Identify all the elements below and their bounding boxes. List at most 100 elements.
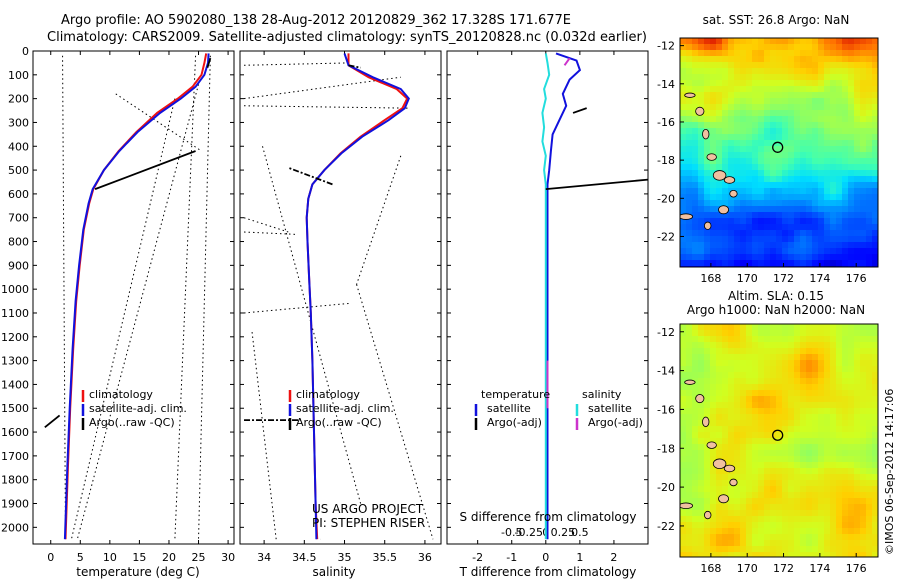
map-cell xyxy=(794,98,801,105)
map-cell xyxy=(746,384,753,391)
map-cell xyxy=(728,44,735,51)
map-cell xyxy=(818,104,825,111)
map-cell xyxy=(764,128,771,135)
map-cell xyxy=(716,552,723,557)
plot-frame xyxy=(446,50,649,545)
map-cell xyxy=(842,504,849,511)
map-cell xyxy=(776,504,783,511)
depth-tick-label: 0 xyxy=(22,45,29,58)
map-cell xyxy=(692,384,699,391)
map-cell xyxy=(764,414,771,421)
map-cell xyxy=(716,354,723,361)
map-cell xyxy=(848,74,855,81)
legend-label: Argo(-adj) xyxy=(588,416,643,429)
map-cell xyxy=(686,462,693,469)
map-cell xyxy=(848,56,855,63)
map-cell xyxy=(860,402,867,409)
map-cell xyxy=(758,546,765,553)
map-cell xyxy=(722,260,729,267)
map-cell xyxy=(728,432,735,439)
map-cell xyxy=(860,444,867,451)
map-cell xyxy=(782,366,789,373)
map-cell xyxy=(836,176,843,183)
map-cell xyxy=(758,104,765,111)
map-cell xyxy=(698,456,705,463)
map-cell xyxy=(692,254,699,261)
map-cell xyxy=(770,152,777,159)
map-cell xyxy=(818,260,825,267)
map-cell xyxy=(872,552,878,557)
map-cell xyxy=(716,438,723,445)
map-cell xyxy=(872,158,878,165)
map-cell xyxy=(686,498,693,505)
map-cell xyxy=(836,408,843,415)
map-cell xyxy=(800,510,807,517)
map-cell xyxy=(722,50,729,57)
map-cell xyxy=(872,402,878,409)
map-cell xyxy=(854,396,861,403)
map-cell xyxy=(854,212,861,219)
map-cell xyxy=(806,336,813,343)
map-cell xyxy=(848,140,855,147)
map-cell xyxy=(716,224,723,231)
map-cell xyxy=(686,390,693,397)
map-cell xyxy=(872,396,878,403)
map-cell xyxy=(872,50,878,57)
map-cell xyxy=(836,414,843,421)
map-cell xyxy=(710,134,717,141)
map-cell xyxy=(728,408,735,415)
map-cell xyxy=(872,236,878,243)
map-cell xyxy=(812,360,819,367)
map-cell xyxy=(818,92,825,99)
map-cell xyxy=(848,104,855,111)
map-cell xyxy=(764,516,771,523)
map-cell xyxy=(836,110,843,117)
map-cell xyxy=(782,360,789,367)
map-cell xyxy=(758,254,765,261)
map-cell xyxy=(698,218,705,225)
map-cell xyxy=(776,260,783,267)
map-cell xyxy=(758,176,765,183)
map-cell xyxy=(770,206,777,213)
map-cell xyxy=(812,80,819,87)
map-cell xyxy=(842,122,849,129)
map-cell xyxy=(692,248,699,255)
map-cell xyxy=(866,170,873,177)
map-cell xyxy=(800,164,807,171)
map-cell xyxy=(818,540,825,547)
map-cell xyxy=(782,468,789,475)
map-cell xyxy=(740,534,747,541)
map-cell xyxy=(746,378,753,385)
map-cell xyxy=(830,414,837,421)
map-cell xyxy=(848,260,855,267)
map-cell xyxy=(824,354,831,361)
map-cell xyxy=(800,236,807,243)
map-cell xyxy=(704,170,711,177)
map-cell xyxy=(800,450,807,457)
map-cell xyxy=(782,38,789,45)
map-cell xyxy=(794,414,801,421)
map-cell xyxy=(836,194,843,201)
map-cell xyxy=(734,254,741,261)
map-cell xyxy=(860,56,867,63)
map-cell xyxy=(728,366,735,373)
map-cell xyxy=(716,140,723,147)
map-cell xyxy=(854,218,861,225)
map-cell xyxy=(752,414,759,421)
map-cell xyxy=(830,80,837,87)
map-cell xyxy=(800,170,807,177)
map-cell xyxy=(782,56,789,63)
map-cell xyxy=(704,188,711,195)
map-cell xyxy=(842,170,849,177)
map-cell xyxy=(692,504,699,511)
map-cell xyxy=(692,480,699,487)
map-cell xyxy=(698,510,705,517)
map-cell xyxy=(830,498,837,505)
map-cell xyxy=(842,248,849,255)
map-cell xyxy=(746,110,753,117)
map-cell xyxy=(836,116,843,123)
map-cell xyxy=(806,330,813,337)
map-cell xyxy=(848,62,855,69)
map-cell xyxy=(776,396,783,403)
map-cell xyxy=(746,164,753,171)
